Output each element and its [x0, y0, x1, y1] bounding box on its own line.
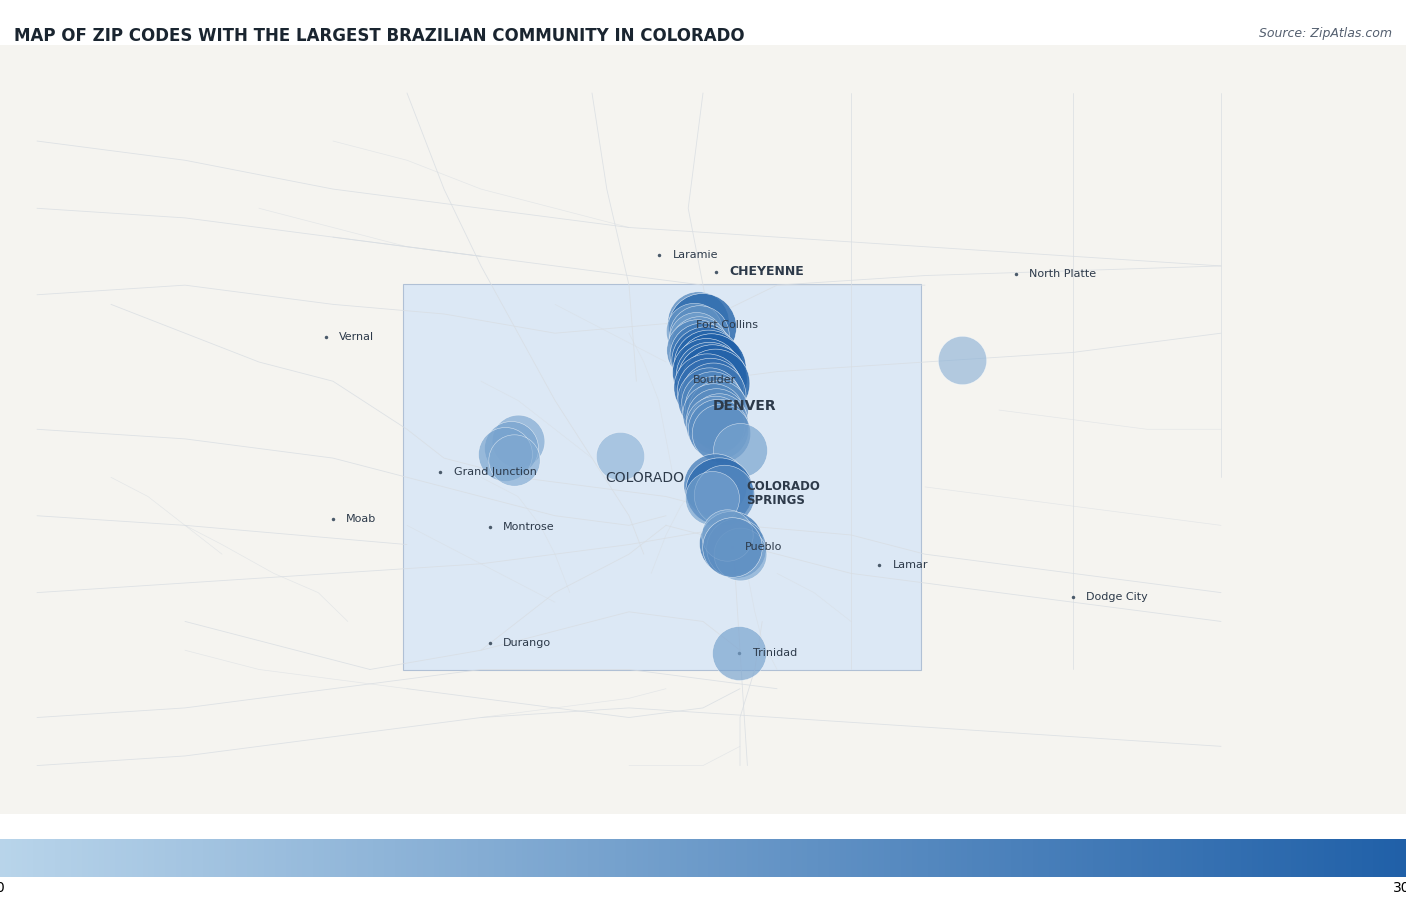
Point [728, 443, 751, 458]
Point [494, 447, 516, 461]
Text: COLORADO: COLORADO [606, 471, 685, 485]
Point [696, 379, 718, 394]
Text: Lamar: Lamar [893, 560, 928, 570]
Text: Grand Junction: Grand Junction [454, 467, 537, 476]
Text: North Platte: North Platte [1029, 269, 1097, 279]
Text: Trinidad: Trinidad [752, 648, 797, 658]
Point [724, 541, 747, 556]
Point [710, 426, 733, 441]
Point [709, 414, 731, 429]
Point [704, 411, 727, 425]
Point [499, 441, 522, 456]
Point [950, 353, 973, 368]
Point [700, 491, 723, 505]
Point [703, 418, 725, 432]
Point [506, 433, 529, 448]
Point [700, 372, 723, 387]
Point [690, 348, 713, 362]
Point [709, 484, 731, 498]
Point [697, 357, 720, 371]
Point [707, 403, 730, 417]
Text: Vernal: Vernal [339, 332, 374, 342]
Text: COLORADO
SPRINGS: COLORADO SPRINGS [747, 480, 820, 507]
Point [688, 328, 710, 343]
Text: MAP OF ZIP CODES WITH THE LARGEST BRAZILIAN COMMUNITY IN COLORADO: MAP OF ZIP CODES WITH THE LARGEST BRAZIL… [14, 27, 745, 45]
Point [503, 453, 526, 467]
Point [686, 343, 709, 357]
Point [685, 332, 707, 346]
Point [695, 353, 717, 368]
Point [721, 540, 744, 555]
Point [686, 315, 709, 329]
Point [697, 391, 720, 405]
Point [695, 364, 717, 378]
Point [728, 646, 751, 661]
Point [707, 422, 730, 436]
Point [683, 324, 706, 338]
Point [690, 320, 713, 334]
Text: CHEYENNE: CHEYENNE [730, 265, 804, 278]
Point [713, 487, 735, 502]
Point [716, 528, 738, 542]
Text: Moab: Moab [346, 513, 377, 523]
Text: Durango: Durango [503, 637, 551, 647]
Point [699, 384, 721, 398]
Text: DENVER: DENVER [713, 399, 776, 414]
Point [688, 337, 710, 352]
Point [703, 477, 725, 492]
Point [703, 399, 725, 414]
Text: Fort Collins: Fort Collins [696, 319, 758, 330]
Text: Laramie: Laramie [672, 250, 718, 261]
Point [700, 360, 723, 375]
Text: Source: ZipAtlas.com: Source: ZipAtlas.com [1258, 27, 1392, 40]
Point [728, 547, 751, 561]
Point [700, 396, 723, 410]
Text: Boulder: Boulder [693, 375, 735, 386]
Point [720, 536, 742, 550]
Text: Montrose: Montrose [503, 522, 555, 532]
Text: Pueblo: Pueblo [745, 542, 783, 553]
Point [702, 406, 724, 421]
Point [609, 449, 631, 463]
Text: Dodge City: Dodge City [1087, 592, 1149, 602]
Point [702, 387, 724, 402]
Point [703, 376, 725, 390]
Point [697, 369, 720, 383]
Bar [404, 284, 921, 671]
